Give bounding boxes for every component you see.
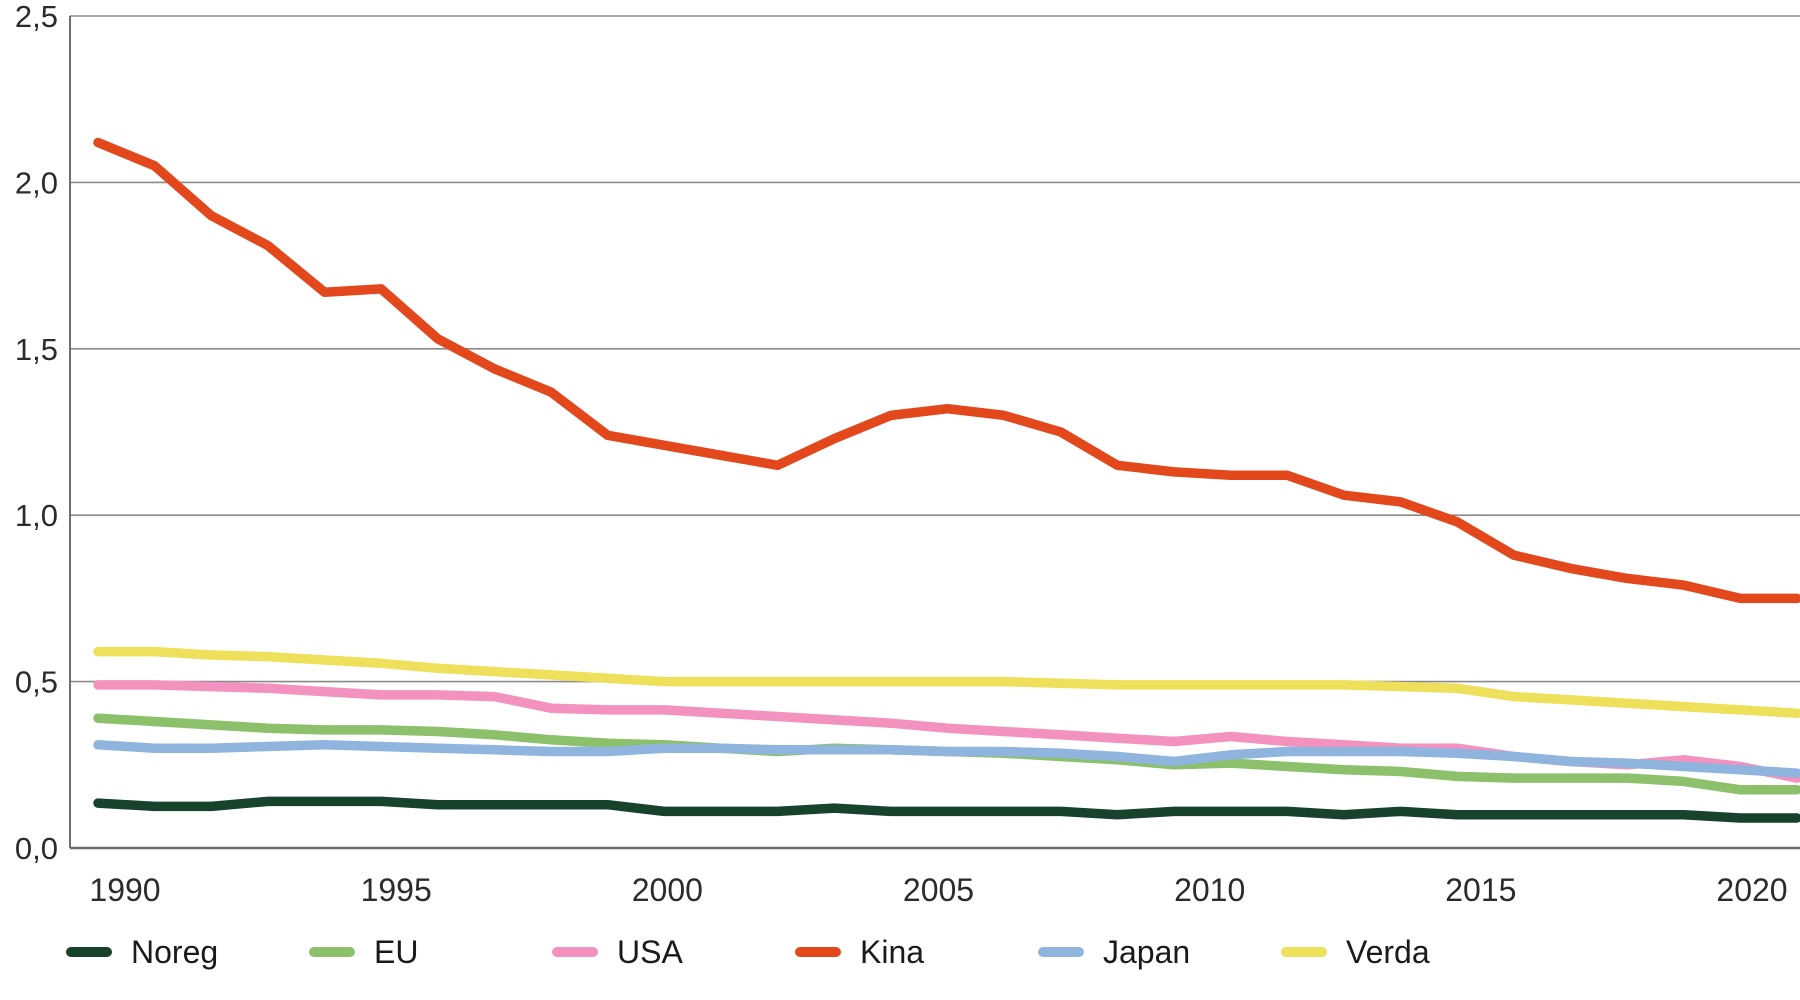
y-tick-label-1,0: 1,0 <box>15 498 58 533</box>
legend-item-verda: Verda <box>1281 936 1524 968</box>
legend-label-kina: Kina <box>860 934 925 970</box>
x-tick-label-2000: 2000 <box>632 872 703 908</box>
series-line-kina <box>93 137 1800 604</box>
legend-label-eu: EU <box>374 934 419 970</box>
eu-line-swatch-icon <box>309 947 355 957</box>
y-tick-label-2,5: 2,5 <box>15 0 58 34</box>
y-tick-label-2,0: 2,0 <box>15 165 58 200</box>
series-line-noreg <box>93 796 1800 823</box>
y-tick-label-0,0: 0,0 <box>15 831 58 866</box>
x-tick-label-1995: 1995 <box>361 872 432 908</box>
x-tick-label-1990: 1990 <box>89 872 160 908</box>
x-tick-label-2015: 2015 <box>1445 872 1516 908</box>
legend-item-eu: EU <box>309 936 552 968</box>
legend-item-noreg: Noreg <box>66 936 309 968</box>
legend-label-noreg: Noreg <box>131 934 219 970</box>
y-tick-label-0,5: 0,5 <box>15 665 58 700</box>
legend: Noreg EU USA Kina Japan Verda <box>66 936 1524 968</box>
legend-label-japan: Japan <box>1103 934 1191 970</box>
japan-line-swatch-icon <box>1038 947 1084 957</box>
kina-line-swatch-icon <box>795 947 841 957</box>
series-line-japan <box>93 740 1800 778</box>
verda-line-swatch-icon <box>1281 947 1327 957</box>
y-tick-label-1,5: 1,5 <box>15 332 58 367</box>
noreg-line-swatch-icon <box>66 947 112 957</box>
usa-line-swatch-icon <box>552 947 598 957</box>
x-tick-label-2020: 2020 <box>1716 872 1787 908</box>
legend-label-verda: Verda <box>1346 934 1430 970</box>
legend-item-kina: Kina <box>795 936 1038 968</box>
series-line-verda <box>93 646 1800 718</box>
legend-label-usa: USA <box>617 934 683 970</box>
legend-item-usa: USA <box>552 936 795 968</box>
x-tick-label-2005: 2005 <box>903 872 974 908</box>
legend-item-japan: Japan <box>1038 936 1281 968</box>
x-tick-label-2010: 2010 <box>1174 872 1245 908</box>
